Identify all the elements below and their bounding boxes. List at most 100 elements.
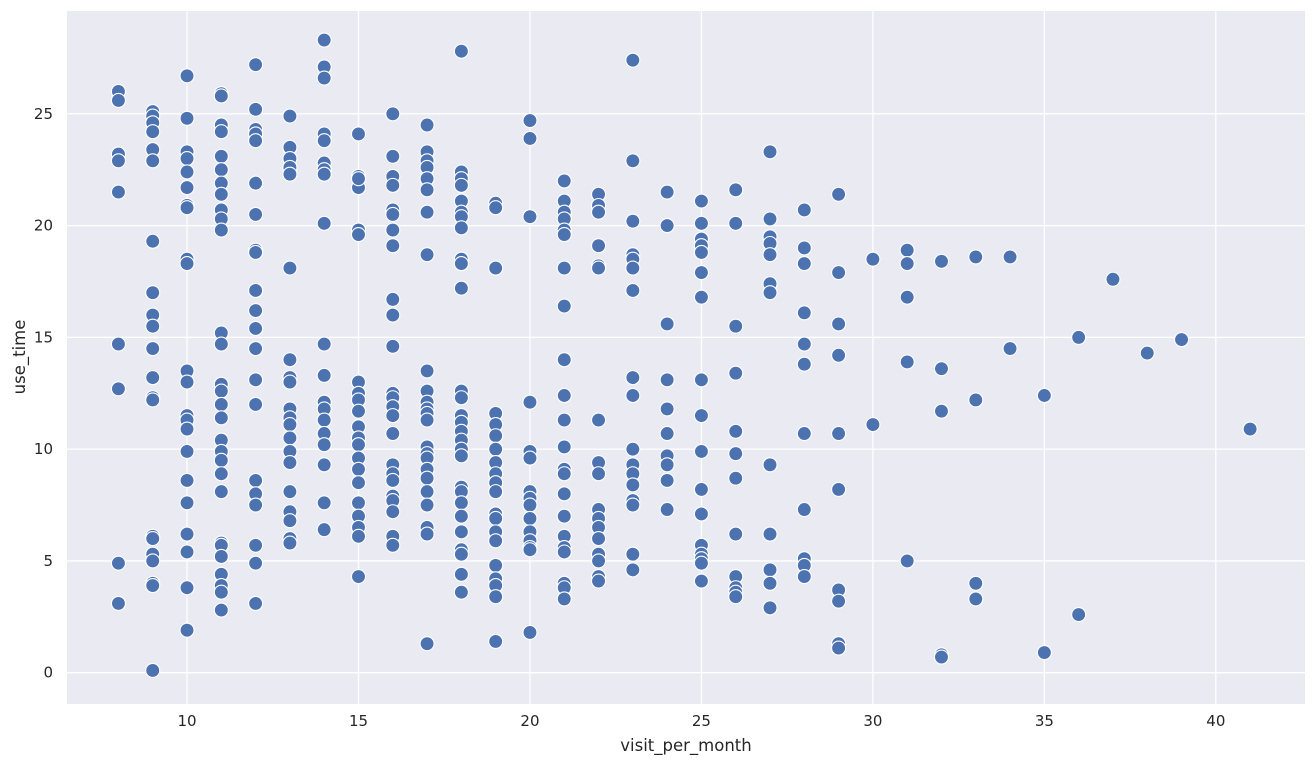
data-point [1173, 332, 1190, 348]
data-point [968, 249, 984, 265]
data-point [316, 133, 332, 149]
data-point [453, 448, 469, 464]
data-point [1036, 645, 1052, 661]
data-point [248, 595, 264, 611]
data-point [625, 546, 641, 562]
data-point [179, 472, 195, 489]
data-point [693, 555, 709, 571]
data-point [556, 387, 572, 404]
data-point [316, 215, 332, 231]
data-point [453, 524, 469, 540]
data-point [796, 336, 812, 352]
data-point [625, 562, 641, 578]
data-point [693, 443, 709, 459]
data-point [179, 544, 195, 560]
data-point [213, 148, 229, 164]
plot-background [67, 11, 1305, 704]
data-point [213, 484, 229, 500]
data-point [316, 412, 332, 428]
data-point [590, 553, 607, 569]
data-point [248, 320, 264, 336]
y-tick-label: 15 [34, 328, 53, 346]
data-point [419, 182, 435, 198]
data-point [831, 264, 847, 281]
data-point [248, 472, 264, 489]
data-point [865, 417, 881, 433]
data-point [762, 144, 778, 160]
data-point [282, 166, 298, 182]
data-point [728, 215, 744, 231]
data-point [762, 457, 778, 473]
data-point [762, 575, 778, 591]
data-point [728, 318, 744, 334]
data-point [762, 211, 778, 227]
data-point [590, 204, 607, 220]
data-point [796, 305, 812, 321]
x-tick-label: 40 [1206, 712, 1225, 730]
data-point [1105, 271, 1121, 287]
data-point [282, 455, 298, 471]
data-point [316, 457, 332, 473]
data-point [831, 316, 847, 332]
data-point [213, 410, 229, 426]
data-point [556, 508, 572, 524]
data-point [625, 260, 641, 276]
data-point [522, 510, 538, 527]
data-point [693, 289, 709, 305]
data-point [110, 153, 126, 169]
data-point [248, 175, 264, 191]
data-point [556, 544, 572, 560]
data-point [693, 408, 709, 424]
data-point [145, 285, 161, 301]
data-point [179, 150, 195, 167]
data-point [1139, 345, 1155, 361]
data-point [522, 394, 538, 410]
data-point [179, 374, 195, 390]
data-point [316, 32, 332, 48]
data-point [179, 180, 195, 196]
data-point [728, 365, 744, 381]
data-point [350, 461, 367, 477]
data-point [522, 450, 538, 466]
data-point [350, 126, 367, 142]
data-point [556, 173, 572, 189]
data-point [899, 242, 915, 258]
data-point [179, 164, 195, 180]
data-point [1242, 421, 1258, 437]
data-point [419, 497, 435, 513]
data-point [248, 555, 264, 571]
data-point [110, 555, 126, 571]
data-point [213, 466, 229, 482]
data-point [796, 569, 812, 585]
data-point [385, 148, 401, 164]
data-point [179, 256, 195, 272]
data-point [728, 526, 744, 542]
data-point [213, 222, 229, 238]
data-point [659, 316, 675, 332]
data-point [385, 408, 401, 424]
data-point [213, 396, 229, 413]
data-point [728, 446, 744, 462]
data-points [110, 32, 1258, 679]
data-point [899, 354, 915, 370]
data-point [762, 526, 778, 542]
data-point [248, 497, 264, 513]
data-point [213, 186, 229, 202]
data-point [385, 206, 401, 222]
data-point [419, 117, 435, 133]
data-point [488, 260, 504, 276]
data-point [933, 253, 950, 269]
data-point [796, 425, 812, 442]
y-tick-labels: 0 5 10 15 20 25 [34, 105, 53, 682]
data-point [316, 522, 332, 538]
data-point [796, 202, 812, 218]
data-point [385, 338, 401, 354]
data-point [453, 177, 469, 193]
data-point [248, 57, 264, 73]
data-point [899, 553, 915, 569]
data-point [659, 457, 675, 473]
data-point [316, 495, 332, 511]
x-axis-label: visit_per_month [620, 736, 751, 756]
data-point [968, 591, 984, 607]
data-point [213, 602, 229, 618]
